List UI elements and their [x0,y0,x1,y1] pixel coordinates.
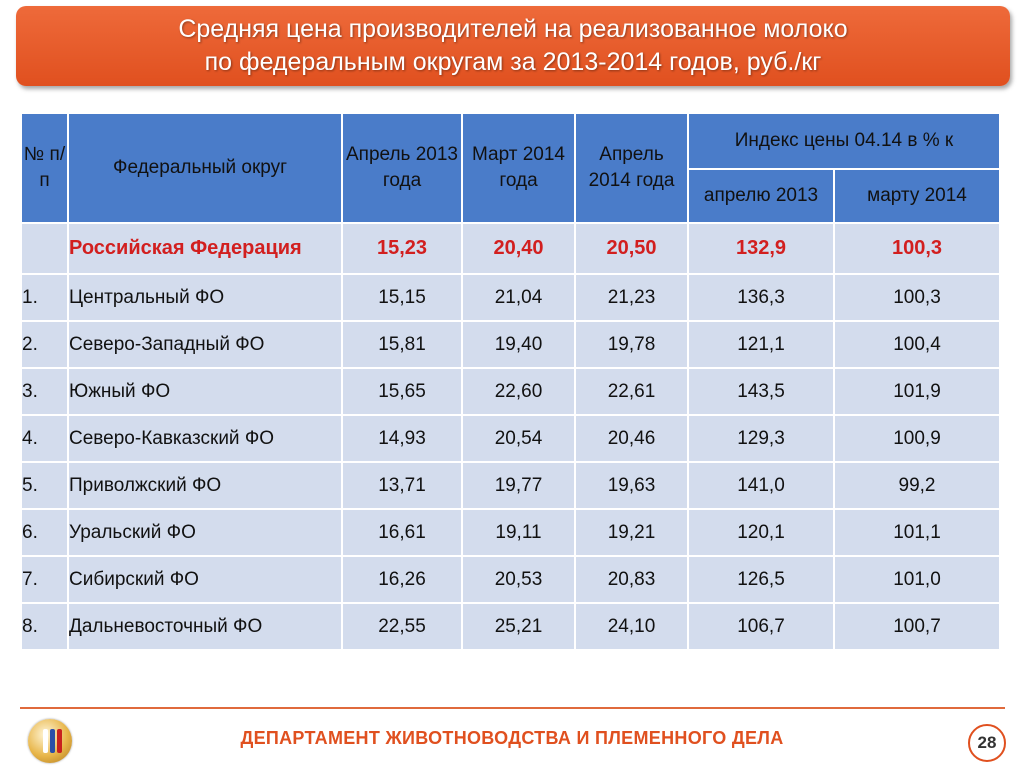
table-row: 2. Северо-Западный ФО 15,81 19,40 19,78 121,1… [20,320,1001,369]
table-header-row: № п/п Федеральный округ Апрель 2013 года… [20,112,1001,224]
index-apr-2013-cell: 121,1 [687,320,835,369]
index-apr-2013-cell: 129,3 [687,414,835,463]
district-name-cell: Сибирский ФО [67,555,343,604]
district-name-cell: Дальневосточный ФО [67,602,343,651]
page-number-badge: 28 [968,724,1006,762]
mar-2014-cell: 19,11 [461,508,576,557]
apr-2014-cell: 19,21 [574,508,689,557]
page-title: Средняя цена производителей на реализова… [16,6,1010,86]
mar-2014-cell: 19,77 [461,461,576,510]
header-index-mar-2014: марту 2014 [833,168,1001,224]
total-row: Российская Федерация 15,23 20,40 20,50 1… [20,222,1001,275]
apr-2013-cell: 16,61 [341,508,463,557]
header-number: № п/п [20,112,69,224]
index-apr-2013-cell: 120,1 [687,508,835,557]
total-index-mar-2014-cell: 100,3 [833,222,1001,275]
row-number-cell: 1. [20,273,69,322]
index-mar-2014-cell: 101,0 [833,555,1001,604]
header-apr-2013: Апрель 2013 года [341,112,463,224]
apr-2013-cell: 15,65 [341,367,463,416]
index-mar-2014-cell: 101,9 [833,367,1001,416]
row-number-cell: 7. [20,555,69,604]
index-apr-2013-cell: 143,5 [687,367,835,416]
mar-2014-cell: 20,54 [461,414,576,463]
apr-2013-cell: 13,71 [341,461,463,510]
mar-2014-cell: 21,04 [461,273,576,322]
index-apr-2013-cell: 126,5 [687,555,835,604]
mar-2014-cell: 20,53 [461,555,576,604]
district-name-cell: Уральский ФО [67,508,343,557]
total-apr-2013-cell: 15,23 [341,222,463,275]
header-index-group: Индекс цены 04.14 в % к [687,112,1001,170]
district-name-cell: Северо-Кавказский ФО [67,414,343,463]
district-name-cell: Северо-Западный ФО [67,320,343,369]
table-row: 8. Дальневосточный ФО 22,55 25,21 24,10 106,7… [20,602,1001,651]
apr-2013-cell: 16,26 [341,555,463,604]
total-mar-2014-cell: 20,40 [461,222,576,275]
apr-2014-cell: 20,46 [574,414,689,463]
apr-2013-cell: 22,55 [341,602,463,651]
table-row: 4. Северо-Кавказский ФО 14,93 20,54 20,46 129… [20,414,1001,463]
apr-2014-cell: 20,83 [574,555,689,604]
apr-2014-cell: 21,23 [574,273,689,322]
header-district: Федеральный округ [67,112,343,224]
apr-2014-cell: 19,63 [574,461,689,510]
footer-divider [20,707,1005,709]
ministry-emblem-icon [28,719,72,763]
row-number-cell: 6. [20,508,69,557]
title-line-2: по федеральным округам за 2013-2014 годо… [204,48,822,76]
header-index-apr-2013: апрелю 2013 [687,168,835,224]
row-number-cell: 8. [20,602,69,651]
index-mar-2014-cell: 100,7 [833,602,1001,651]
apr-2014-cell: 19,78 [574,320,689,369]
apr-2013-cell: 15,81 [341,320,463,369]
row-number-cell: 5. [20,461,69,510]
footer-department: ДЕПАРТАМЕНТ ЖИВОТНОВОДСТВА И ПЛЕМЕННОГО … [240,728,784,748]
index-mar-2014-cell: 100,3 [833,273,1001,322]
row-number-cell: 4. [20,414,69,463]
index-apr-2013-cell: 141,0 [687,461,835,510]
index-apr-2013-cell: 106,7 [687,602,835,651]
apr-2014-cell: 22,61 [574,367,689,416]
apr-2013-cell: 15,15 [341,273,463,322]
index-mar-2014-cell: 101,1 [833,508,1001,557]
total-number-cell [20,222,69,275]
row-number-cell: 3. [20,367,69,416]
price-table: № п/п Федеральный округ Апрель 2013 года… [20,112,1001,651]
table-row: 7. Сибирский ФО 16,26 20,53 20,83 126,5 101,0 [20,555,1001,604]
header-mar-2014: Март 2014 года [461,112,576,224]
index-apr-2013-cell: 136,3 [687,273,835,322]
district-name-cell: Приволжский ФО [67,461,343,510]
apr-2014-cell: 24,10 [574,602,689,651]
index-mar-2014-cell: 99,2 [833,461,1001,510]
table-row: 6. Уральский ФО 16,61 19,11 19,21 120,1 101,1 [20,508,1001,557]
header-apr-2014: Апрель 2014 года [574,112,689,224]
apr-2013-cell: 14,93 [341,414,463,463]
total-name-cell: Российская Федерация [67,222,343,275]
district-name-cell: Южный ФО [67,367,343,416]
table-row: 1. Центральный ФО 15,15 21,04 21,23 136,3 100,… [20,273,1001,322]
table-subheader-row: апрелю 2013 марту 2014 [21,168,1001,224]
row-number-cell: 2. [20,320,69,369]
table-row: 3. Южный ФО 15,65 22,60 22,61 143,5 101,9 [20,367,1001,416]
table-row: 5. Приволжский ФО 13,71 19,77 19,63 141,0 99,2 [20,461,1001,510]
district-name-cell: Центральный ФО [67,273,343,322]
title-line-1: Средняя цена производителей на реализова… [178,15,848,43]
index-mar-2014-cell: 100,9 [833,414,1001,463]
mar-2014-cell: 19,40 [461,320,576,369]
total-index-apr-2013-cell: 132,9 [687,222,835,275]
total-apr-2014-cell: 20,50 [574,222,689,275]
index-mar-2014-cell: 100,4 [833,320,1001,369]
mar-2014-cell: 25,21 [461,602,576,651]
mar-2014-cell: 22,60 [461,367,576,416]
